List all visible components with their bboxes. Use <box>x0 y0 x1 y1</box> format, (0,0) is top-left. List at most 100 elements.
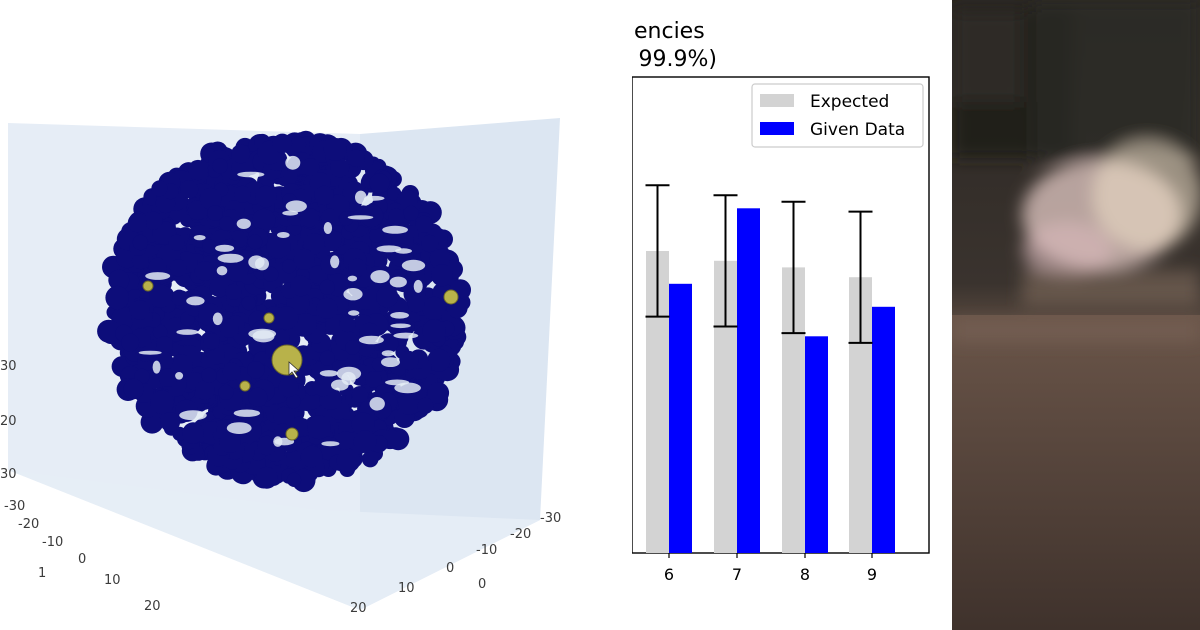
x-tick-label: 8 <box>800 565 810 584</box>
legend-label-expected: Expected <box>810 92 889 112</box>
cloud-gap <box>176 329 199 335</box>
cloud-gap <box>393 332 419 339</box>
cloud-point <box>160 412 181 432</box>
cloud-gap <box>217 253 244 263</box>
cloud-gap <box>347 215 374 220</box>
cloud-gap <box>215 244 235 252</box>
bar-given-data <box>805 336 828 553</box>
cloud-point <box>345 340 360 355</box>
legend-box <box>751 83 924 148</box>
cloud-point <box>255 466 278 489</box>
cloud-point <box>257 435 277 456</box>
cloud-gap <box>152 360 161 374</box>
cloud-gap <box>285 155 301 170</box>
cloud-point <box>241 296 256 311</box>
axis-tick-y: -10 <box>476 543 497 558</box>
axis-tick-x: 0 <box>78 552 86 567</box>
cloud-point <box>127 213 147 233</box>
cloud-point <box>206 346 225 365</box>
cloud-point <box>286 393 301 409</box>
cloud-point <box>201 367 217 383</box>
cloud-point <box>403 205 419 221</box>
cloud-point <box>203 333 220 350</box>
axis-tick-x: 20 <box>144 599 161 614</box>
cloud-point <box>336 448 361 473</box>
cloud-point <box>231 144 251 164</box>
cloud-point <box>274 306 299 330</box>
cloud-point <box>180 180 199 199</box>
bar-expected <box>714 260 737 553</box>
cloud-point <box>429 248 451 269</box>
cloud-point <box>132 234 148 251</box>
highlight-point[interactable] <box>285 427 299 441</box>
cloud-point <box>415 215 433 233</box>
cloud-point <box>293 248 315 270</box>
x-tick-label: 7 <box>732 565 742 584</box>
cloud-point <box>283 449 301 468</box>
cloud-point <box>234 185 251 203</box>
cloud-point <box>339 316 356 333</box>
cloud-point <box>182 422 204 444</box>
cloud-point <box>149 284 173 308</box>
legend-swatch-given <box>760 122 794 135</box>
cloud-point <box>369 173 390 194</box>
cloud-point <box>301 158 320 177</box>
cloud-point <box>219 318 239 338</box>
axis-tick-left: 20 <box>0 414 17 429</box>
cloud-gap <box>255 257 269 271</box>
bar-given-data <box>737 208 760 554</box>
cloud-point <box>195 380 215 400</box>
highlight-point[interactable] <box>443 289 459 305</box>
cloud-point <box>319 350 335 366</box>
cloud-point <box>171 289 188 306</box>
cloud-gap <box>394 382 421 394</box>
cloud-gap <box>319 370 338 377</box>
cloud-point <box>207 205 223 221</box>
cloud-point <box>202 239 217 254</box>
cloud-point <box>199 187 222 210</box>
cloud-gap <box>216 266 228 276</box>
legend: Expected Given Data <box>751 83 924 148</box>
cloud-point <box>307 415 331 440</box>
cloud-point <box>225 283 242 300</box>
cloud-gap <box>175 372 184 380</box>
scatter-3d-plot[interactable]: 30 20 30 -30 -20 -10 0 1 10 20 -30 -20 -… <box>0 0 632 630</box>
cloud-point <box>323 137 347 161</box>
cloud-point <box>388 208 405 225</box>
highlight-point[interactable] <box>239 380 251 392</box>
axis-tick-left: 30 <box>0 467 17 482</box>
cloud-point <box>168 234 185 251</box>
cloud-gap <box>145 272 171 280</box>
cloud-point <box>338 419 355 436</box>
x-tick-label: 9 <box>867 565 877 584</box>
cloud-point <box>347 149 365 167</box>
blurred-shapes <box>952 0 1200 342</box>
highlight-point[interactable] <box>263 312 275 324</box>
highlight-point[interactable] <box>142 280 154 292</box>
cloud-point <box>431 264 453 287</box>
cloud-point <box>222 362 241 381</box>
cloud-point <box>348 258 367 277</box>
cloud-point <box>299 208 320 228</box>
cloud-gap <box>138 350 162 355</box>
cloud-point <box>427 348 451 372</box>
cloud-point <box>312 376 333 397</box>
cloud-point <box>330 158 350 178</box>
cloud-point <box>219 216 234 231</box>
axis-tick-y: 0 <box>478 577 486 592</box>
cloud-gap <box>389 276 407 288</box>
cloud-point <box>303 233 325 255</box>
cloud-point <box>248 387 268 407</box>
cloud-gap <box>252 330 275 343</box>
bar-chart-panel: encies l: 99.9%) 6 7 8 9 Expected Given Dat… <box>632 0 952 630</box>
cloud-gap <box>381 357 400 367</box>
cloud-point <box>194 261 215 281</box>
cloud-point <box>219 431 241 453</box>
cloud-point <box>339 211 354 226</box>
table-surface <box>952 315 1200 630</box>
axis-tick-x: -30 <box>4 499 25 514</box>
cloud-point <box>273 406 295 428</box>
axis-tick-x: -10 <box>42 535 63 550</box>
scatter-3d-panel[interactable]: 30 20 30 -30 -20 -10 0 1 10 20 -30 -20 -… <box>0 0 632 630</box>
cloud-point <box>209 277 230 298</box>
